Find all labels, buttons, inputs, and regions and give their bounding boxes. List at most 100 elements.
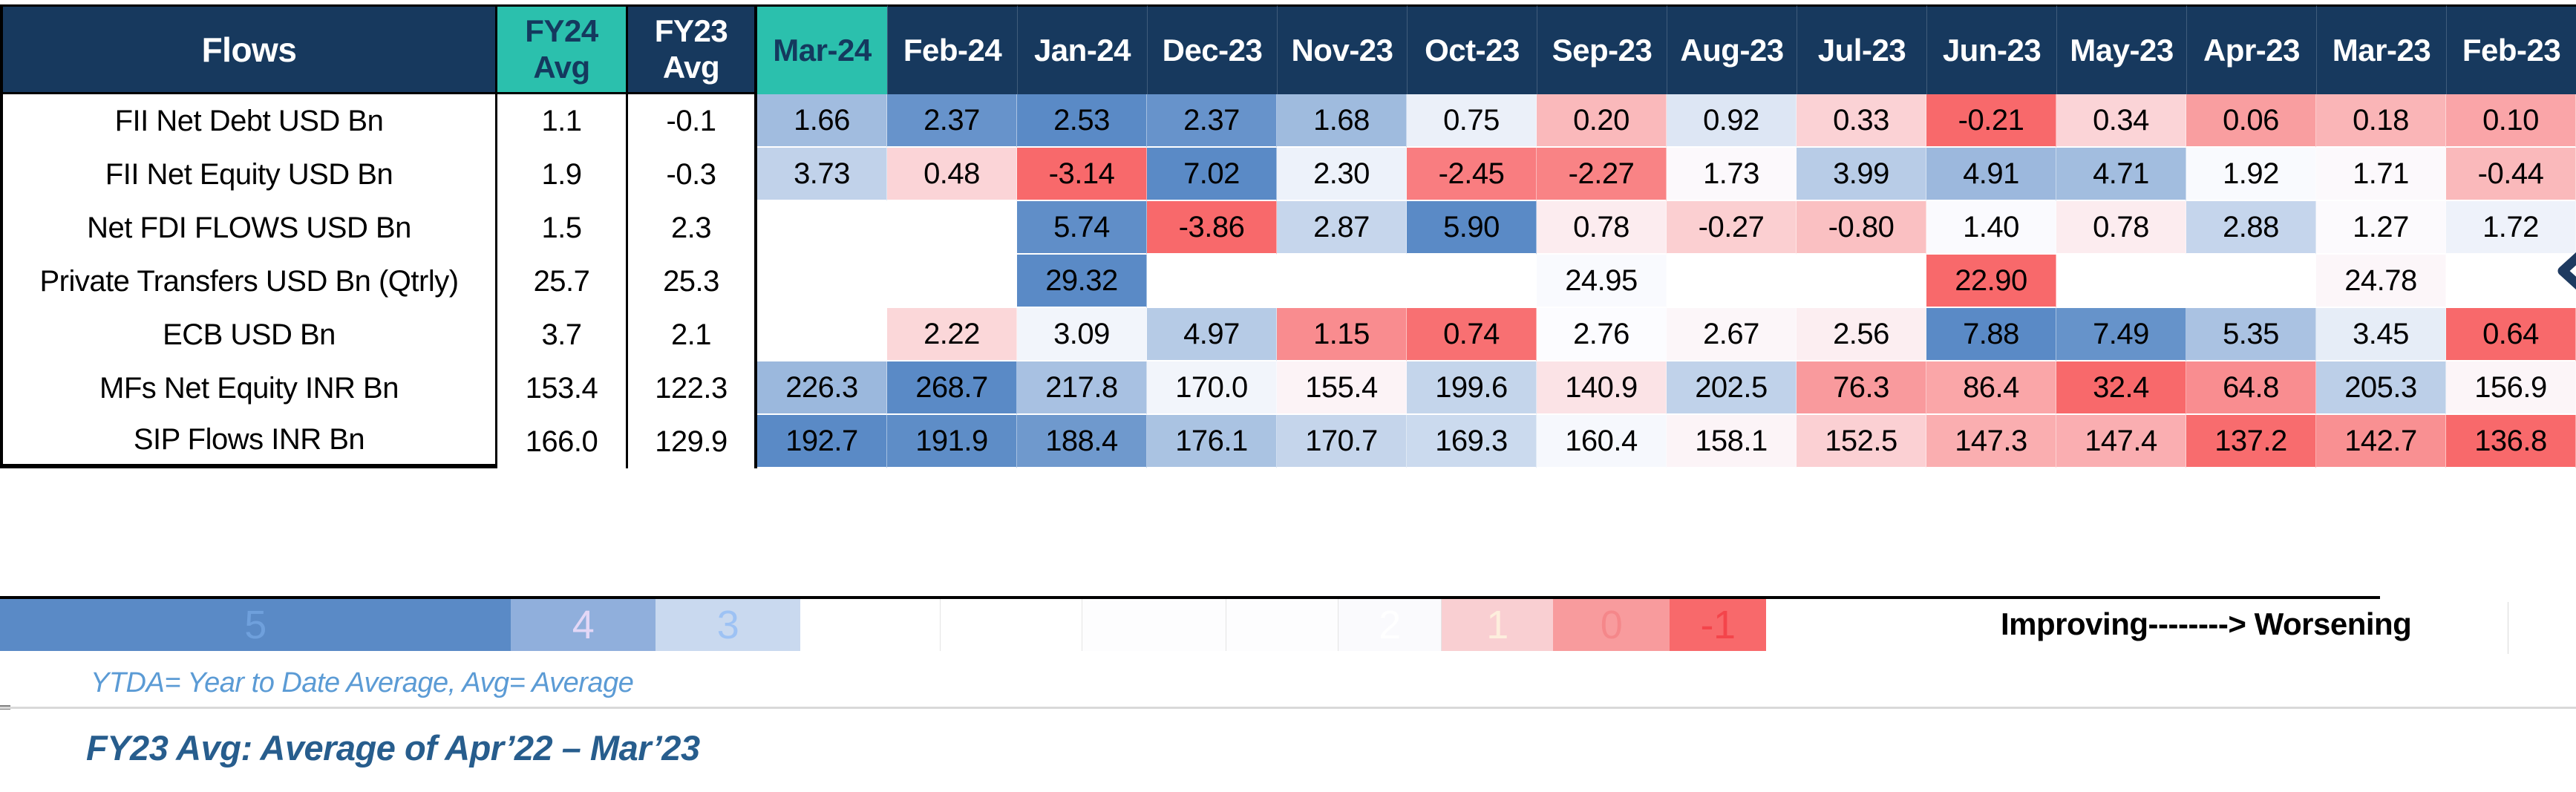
divider-line	[0, 707, 2576, 709]
heatmap-cell: -2.27	[1537, 148, 1667, 201]
heatmap-cell	[1277, 255, 1407, 308]
heatmap-cell: 169.3	[1407, 415, 1537, 468]
heatmap-cell	[757, 308, 887, 361]
heatmap-cell: 136.8	[2446, 415, 2576, 468]
heatmap-cell	[887, 201, 1017, 255]
table-header-row: Flows FY24 Avg FY23 Avg Mar-24 Feb-24 Jan-…	[0, 4, 2576, 94]
heatmap-cell: 22.90	[1926, 255, 2056, 308]
heatmap-cell: 1.72	[2446, 201, 2576, 255]
heatmap-cell: 0.78	[2056, 201, 2186, 255]
heatmap-cell	[887, 255, 1017, 308]
left-chevron-arrow-icon	[2557, 252, 2576, 290]
row-label: MFs Net Equity INR Bn	[0, 361, 497, 415]
heatmap-cell	[2186, 255, 2316, 308]
table-row: ECB USD Bn 3.7 2.1 2.22 3.09 4.97 1.15 0.74 2.76…	[0, 308, 2576, 361]
fy24-avg-value: 153.4	[497, 361, 628, 415]
heatmap-cell: 64.8	[2186, 361, 2316, 415]
scale-segment	[800, 599, 941, 651]
color-scale-legend: 5 4 3 2 1 0 -1 Improving--------> Worsening	[0, 596, 2508, 654]
scale-segment-1: 1	[1442, 599, 1553, 651]
heatmap-cell: 1.27	[2316, 201, 2446, 255]
heatmap-cell: 156.9	[2446, 361, 2576, 415]
heatmap-cell: 3.73	[757, 148, 887, 201]
heatmap-cell: 147.3	[1926, 415, 2056, 468]
row-label: SIP Flows INR Bn	[0, 415, 497, 468]
month-header-apr-23: Apr-23	[2186, 4, 2316, 94]
note-ytda: YTDA= Year to Date Average, Avg= Average	[91, 667, 634, 698]
scale-segment-0: 0	[1553, 599, 1670, 651]
heatmap-cell: 0.64	[2446, 308, 2576, 361]
month-headers: Mar-24 Feb-24 Jan-24 Dec-23 Nov-23 Oct-23 Sep-…	[757, 4, 2576, 94]
heatmap-cell: 217.8	[1017, 361, 1147, 415]
heatmap-cell: 2.56	[1797, 308, 1926, 361]
row-label: FII Net Debt USD Bn	[0, 94, 497, 148]
heatmap-cell: 1.68	[1277, 94, 1407, 148]
heatmap-cell: 32.4	[2056, 361, 2186, 415]
heatmap-cell: 2.22	[887, 308, 1017, 361]
table-body: FII Net Debt USD Bn 1.1 -0.1 1.66 2.37 2.53 2.…	[0, 94, 2576, 468]
scale-segment-5: 5	[0, 599, 511, 651]
note-fy23-avg: FY23 Avg: Average of Apr’22 – Mar’23	[86, 728, 700, 768]
heatmap-cell: 268.7	[887, 361, 1017, 415]
heatmap-cell: 7.88	[1926, 308, 2056, 361]
fy23-avg-value: 25.3	[628, 255, 757, 308]
heatmap-cell: 160.4	[1537, 415, 1667, 468]
heatmap-cell: 4.91	[1926, 148, 2056, 201]
heatmap-cell: 5.74	[1017, 201, 1147, 255]
scale-segment	[941, 599, 1082, 651]
month-header-may-23: May-23	[2056, 4, 2186, 94]
heatmap-cell: 7.02	[1147, 148, 1277, 201]
heatmap-cell: 192.7	[757, 415, 887, 468]
heatmap-cell	[1147, 255, 1277, 308]
scale-segment	[1226, 599, 1338, 651]
month-header-oct-23: Oct-23	[1407, 4, 1537, 94]
heatmap-cell: 199.6	[1407, 361, 1537, 415]
heatmap-cell: -0.27	[1667, 201, 1797, 255]
heatmap-cell: 191.9	[887, 415, 1017, 468]
heatmap-cell: 1.73	[1667, 148, 1797, 201]
heatmap-cell	[1667, 255, 1797, 308]
heatmap-cell: 24.78	[2316, 255, 2446, 308]
scale-segment-3: 3	[656, 599, 800, 651]
table-row: FII Net Equity USD Bn 1.9 -0.3 3.73 0.48 -3.1…	[0, 148, 2576, 201]
month-header-jun-23: Jun-23	[1926, 4, 2056, 94]
heatmap-cell: 2.37	[887, 94, 1017, 148]
fy23-avg-value: 122.3	[628, 361, 757, 415]
heatmap-cell: -2.45	[1407, 148, 1537, 201]
row-label: Private Transfers USD Bn (Qtrly)	[0, 255, 497, 308]
month-header-dec-23: Dec-23	[1147, 4, 1277, 94]
fy24-avg-value: 1.9	[497, 148, 628, 201]
heatmap-cell	[1407, 255, 1537, 308]
month-header-sep-23: Sep-23	[1537, 4, 1667, 94]
month-header-mar-24: Mar-24	[757, 4, 887, 94]
fy23-avg-value: -0.3	[628, 148, 757, 201]
heatmap-cell	[2446, 255, 2576, 308]
heatmap-cell: 2.53	[1017, 94, 1147, 148]
month-header-jul-23: Jul-23	[1797, 4, 1926, 94]
heatmap-cell: 188.4	[1017, 415, 1147, 468]
table-row: Net FDI FLOWS USD Bn 1.5 2.3 5.74 -3.86 2.87 5…	[0, 201, 2576, 255]
fy24-avg-value: 25.7	[497, 255, 628, 308]
heatmap-cell: 1.71	[2316, 148, 2446, 201]
scale-segment-4: 4	[511, 599, 656, 651]
heatmap-cell: 0.18	[2316, 94, 2446, 148]
flows-heatmap-table: Flows FY24 Avg FY23 Avg Mar-24 Feb-24 Jan-…	[0, 4, 2576, 468]
heatmap-cell: 0.48	[887, 148, 1017, 201]
heatmap-cell: 140.9	[1537, 361, 1667, 415]
heatmap-cell	[1797, 255, 1926, 308]
header-fy23-avg: FY23 Avg	[628, 4, 757, 94]
month-header-jan-24: Jan-24	[1017, 4, 1147, 94]
heatmap-cell: 24.95	[1537, 255, 1667, 308]
heatmap-cell: -3.14	[1017, 148, 1147, 201]
heatmap-cell: 170.7	[1277, 415, 1407, 468]
heatmap-cell	[757, 255, 887, 308]
heatmap-cell: 2.67	[1667, 308, 1797, 361]
table-row: SIP Flows INR Bn 166.0 129.9 192.7 191.9 188.…	[0, 415, 2576, 468]
table-row: FII Net Debt USD Bn 1.1 -0.1 1.66 2.37 2.53 2.…	[0, 94, 2576, 148]
heatmap-cell: 2.76	[1537, 308, 1667, 361]
fy24-avg-value: 166.0	[497, 415, 628, 468]
heatmap-cell: 176.1	[1147, 415, 1277, 468]
table-row: MFs Net Equity INR Bn 153.4 122.3 226.3 268.…	[0, 361, 2576, 415]
header-flows: Flows	[0, 4, 497, 94]
